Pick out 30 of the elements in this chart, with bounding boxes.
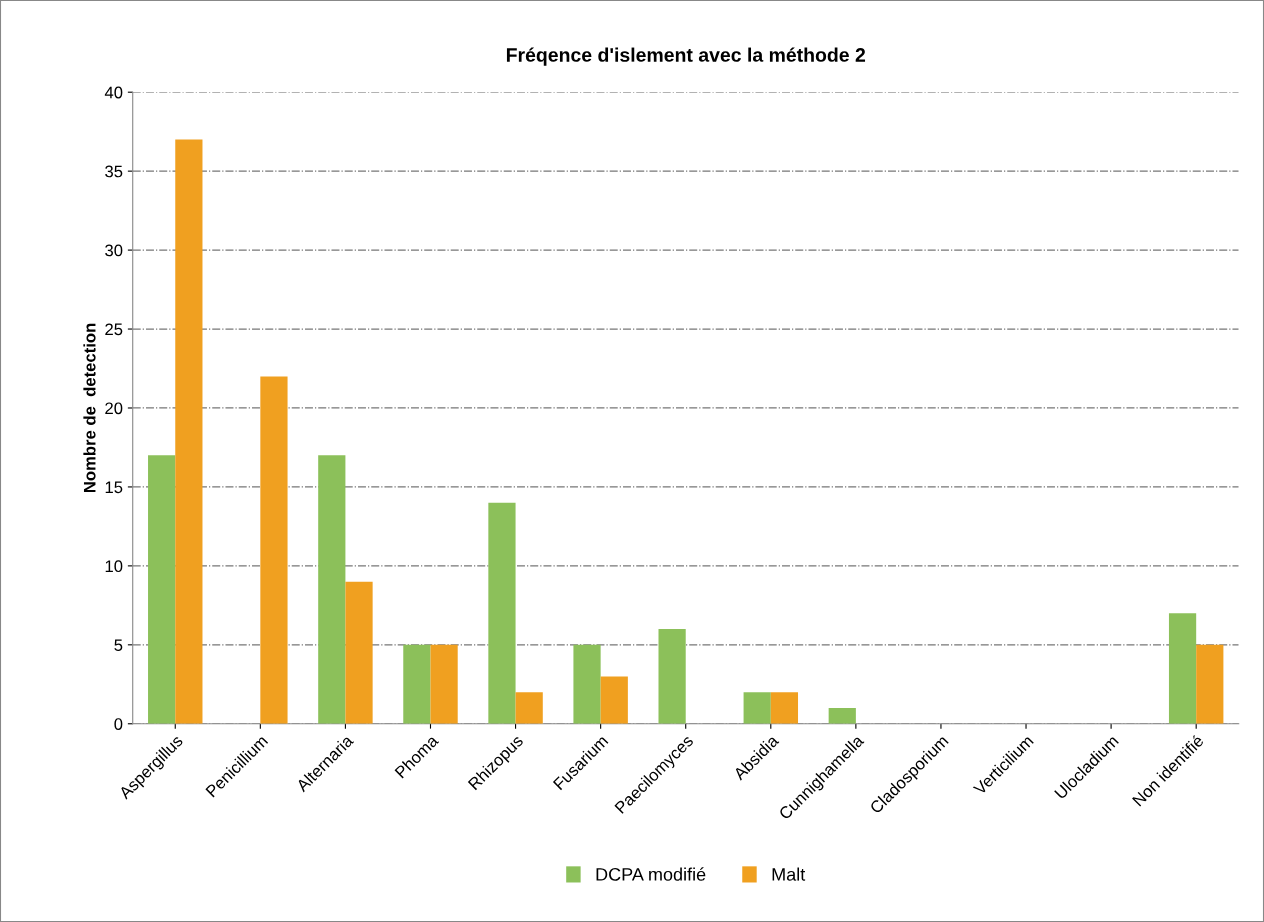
- bar: [658, 629, 686, 724]
- y-tick-label: 40: [104, 86, 123, 99]
- y-tick-label: 5: [114, 639, 123, 652]
- y-tick-label: 20: [105, 402, 123, 415]
- bar: [600, 676, 628, 724]
- bar: [1168, 613, 1197, 724]
- bar: [345, 581, 373, 724]
- bar: [573, 644, 601, 724]
- bar: [148, 455, 176, 724]
- y-tick-label: 10: [105, 560, 123, 573]
- bar: [770, 692, 799, 724]
- bar: [1196, 644, 1224, 724]
- bar: [260, 376, 288, 724]
- chart-title: Fréqence d'islement avec la méthode 2: [506, 47, 866, 66]
- bar: [175, 139, 203, 724]
- legend-label: Malt: [772, 867, 806, 881]
- legend-label: DCPA modifié: [596, 867, 706, 881]
- bar: [403, 644, 431, 724]
- y-tick-label: 35: [105, 165, 123, 178]
- y-tick-label: 15: [105, 481, 123, 494]
- y-tick-label: 0: [114, 718, 123, 730]
- bar: [828, 707, 856, 724]
- bar: [743, 692, 771, 724]
- bar: [430, 644, 458, 724]
- y-tick-label: 30: [105, 244, 123, 257]
- bar: [515, 692, 543, 724]
- bar: [488, 502, 516, 724]
- y-axis-title: Nombre de detection: [83, 323, 96, 493]
- bar: [318, 455, 346, 724]
- y-tick-label: 25: [105, 323, 123, 336]
